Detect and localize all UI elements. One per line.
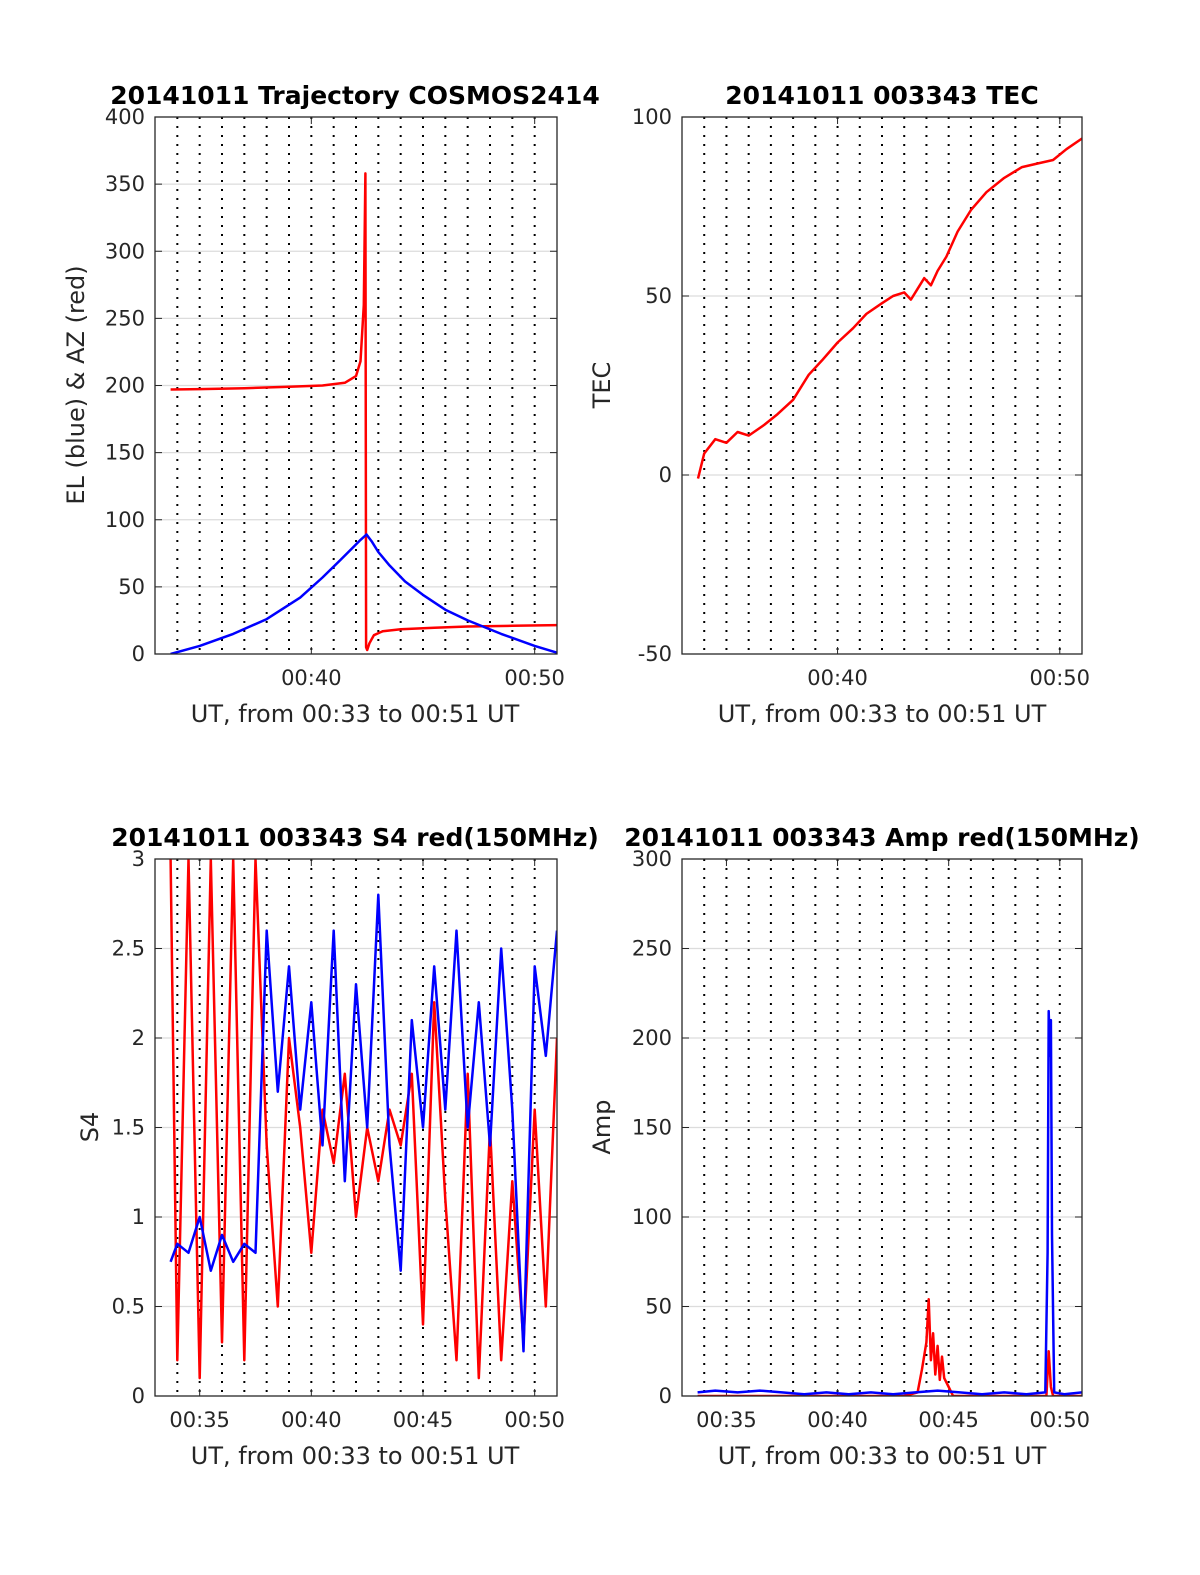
chart-title: 20141011 003343 TEC bbox=[725, 81, 1038, 110]
panel-s4: 20141011 003343 S4 red(150MHz) S4 UT, fr… bbox=[76, 823, 599, 1470]
x-tick-label: 00:50 bbox=[1030, 1408, 1091, 1432]
x-tick-label: 00:50 bbox=[504, 666, 565, 690]
x-axis-label: UT, from 00:33 to 00:51 UT bbox=[191, 700, 520, 728]
x-tick-label: 00:45 bbox=[918, 1408, 979, 1432]
y-tick-label: 0 bbox=[132, 1384, 145, 1408]
y-tick-label: 2 bbox=[132, 1026, 145, 1050]
series-line bbox=[170, 533, 557, 654]
y-tick-label: 0 bbox=[659, 463, 672, 487]
y-tick-label: 250 bbox=[632, 937, 672, 961]
y-tick-label: 0.5 bbox=[112, 1295, 145, 1319]
x-tick-label: 00:35 bbox=[696, 1408, 757, 1432]
x-tick-label: 00:35 bbox=[169, 1408, 230, 1432]
y-tick-label: 150 bbox=[105, 441, 145, 465]
panel-amp: 20141011 003343 Amp red(150MHz) Amp UT, … bbox=[588, 823, 1140, 1470]
y-axis-label: S4 bbox=[76, 1112, 104, 1143]
y-tick-label: 300 bbox=[105, 239, 145, 263]
series-line bbox=[169, 893, 557, 1353]
x-axis-label: UT, from 00:33 to 00:51 UT bbox=[718, 700, 1047, 728]
y-tick-label: 200 bbox=[632, 1026, 672, 1050]
x-tick-label: 00:45 bbox=[393, 1408, 454, 1432]
x-tick-label: 00:40 bbox=[807, 1408, 868, 1432]
y-tick-label: 100 bbox=[105, 508, 145, 532]
y-tick-label: 1.5 bbox=[112, 1116, 145, 1140]
x-axis-label: UT, from 00:33 to 00:51 UT bbox=[718, 1442, 1047, 1470]
x-axis-label: UT, from 00:33 to 00:51 UT bbox=[191, 1442, 520, 1470]
y-tick-label: 400 bbox=[105, 105, 145, 129]
x-tick-label: 00:40 bbox=[281, 1408, 342, 1432]
y-tick-label: 200 bbox=[105, 374, 145, 398]
x-tick-label: 00:50 bbox=[504, 1408, 565, 1432]
y-tick-label: 0 bbox=[132, 642, 145, 666]
y-tick-label: 150 bbox=[632, 1116, 672, 1140]
panel-tec: 20141011 003343 TEC TEC UT, from 00:33 t… bbox=[588, 81, 1047, 728]
plot-area: -50 0 50 100 00:40 00:50 bbox=[632, 105, 1090, 690]
y-tick-label: -50 bbox=[638, 642, 672, 666]
x-tick-label: 00:50 bbox=[1030, 666, 1091, 690]
series-line bbox=[170, 172, 557, 652]
y-tick-label: 300 bbox=[632, 847, 672, 871]
y-tick-label: 350 bbox=[105, 172, 145, 196]
axes-box bbox=[681, 116, 1083, 655]
y-tick-label: 50 bbox=[118, 575, 145, 599]
y-tick-label: 50 bbox=[645, 1295, 672, 1319]
series-line bbox=[697, 1298, 1082, 1396]
plot-area: 0 50 100 150 200 250 300 350 400 00:40 00:50 bbox=[105, 105, 565, 690]
y-tick-label: 3 bbox=[132, 847, 145, 871]
axes-box bbox=[154, 116, 558, 655]
series-line bbox=[696, 137, 1082, 479]
y-axis-label: TEC bbox=[588, 362, 616, 410]
chart-title: 20141011 003343 S4 red(150MHz) bbox=[111, 823, 599, 852]
y-tick-label: 100 bbox=[632, 1205, 672, 1229]
chart-title: 20141011 003343 Amp red(150MHz) bbox=[624, 823, 1140, 852]
series-line bbox=[697, 1009, 1082, 1396]
y-tick-label: 2.5 bbox=[112, 937, 145, 961]
plot-area: 0 0.5 1 1.5 2 2.5 3 00:35 00:40 00:45 00:50 bbox=[112, 847, 565, 1432]
y-tick-label: 50 bbox=[645, 284, 672, 308]
y-axis-label: EL (blue) & AZ (red) bbox=[62, 265, 90, 504]
y-axis-label: Amp bbox=[588, 1099, 616, 1154]
y-tick-label: 250 bbox=[105, 306, 145, 330]
panel-trajectory: 20141011 Trajectory COSMOS2414 EL (blue)… bbox=[62, 81, 600, 728]
plot-area: 0 50 100 150 200 250 300 00:35 00:40 00:45 00:50 bbox=[632, 847, 1090, 1432]
axes-box bbox=[681, 858, 1083, 1397]
y-tick-label: 100 bbox=[632, 105, 672, 129]
y-tick-label: 1 bbox=[132, 1205, 145, 1229]
y-tick-label: 0 bbox=[659, 1384, 672, 1408]
x-tick-label: 00:40 bbox=[281, 666, 342, 690]
x-tick-label: 00:40 bbox=[807, 666, 868, 690]
axes-box bbox=[154, 858, 558, 1397]
series-line bbox=[169, 859, 557, 1380]
chart-title: 20141011 Trajectory COSMOS2414 bbox=[110, 81, 600, 110]
